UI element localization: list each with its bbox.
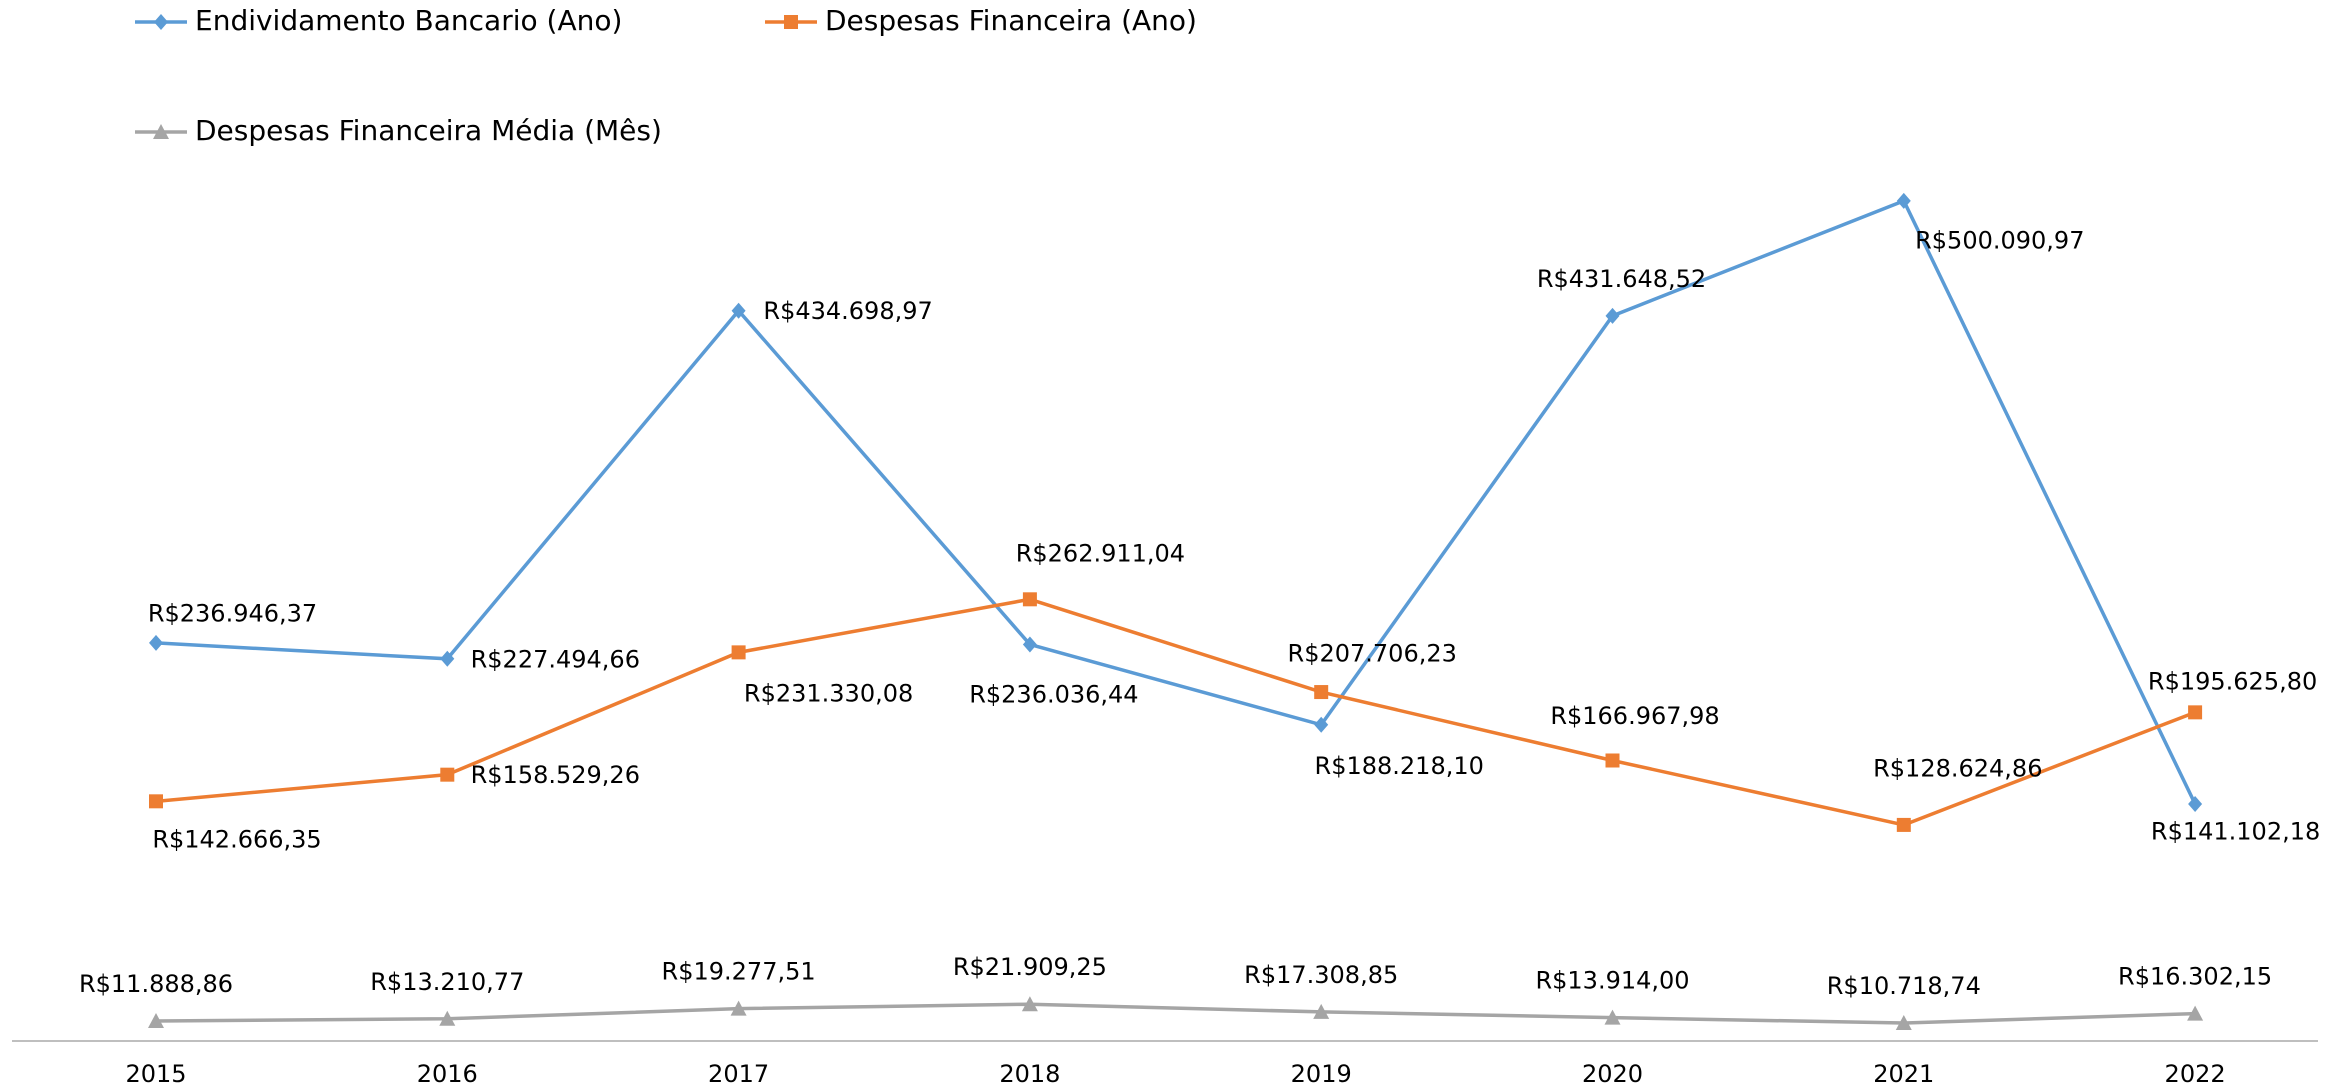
data-label: R$195.625,80 [2148,667,2317,695]
marker [2188,795,2203,812]
marker [149,634,163,651]
data-label: R$236.946,37 [148,599,317,627]
marker [1314,716,1329,733]
marker [730,1000,747,1016]
data-label: R$10.718,74 [1827,972,1981,1000]
data-label: R$262.911,04 [1016,539,1185,567]
series-line [155,1002,2196,1025]
marker [1604,1009,1621,1025]
marker [2187,1005,2204,1021]
x-tick-label: 2015 [125,1060,186,1083]
x-tick-label: 2019 [1291,1060,1352,1083]
data-label: R$142.666,35 [152,825,321,853]
marker [731,645,746,660]
marker [1896,817,1911,832]
data-label: R$188.218,10 [1315,752,1484,780]
marker [1022,636,1037,653]
legend-marker [784,15,798,29]
marker [148,1013,164,1029]
data-label: R$231.330,08 [744,679,913,707]
data-label: R$158.529,26 [471,761,640,789]
marker [439,1010,456,1026]
data-label: R$227.494,66 [471,645,640,673]
data-label: R$500.090,97 [1915,226,2084,254]
x-tick-label: 2016 [417,1060,478,1083]
x-tick-label: 2022 [2165,1060,2226,1083]
marker [1605,753,1620,768]
marker [440,767,455,782]
legend-marker [154,14,168,30]
legend-label: Despesas Financeira Média (Mês) [195,114,662,147]
data-label: R$128.624,86 [1873,754,2042,782]
x-tick-label: 2018 [999,1060,1060,1083]
marker [440,650,455,667]
marker [2188,705,2203,720]
data-label: R$236.036,44 [969,680,1138,708]
data-label: R$16.302,15 [2118,963,2272,991]
series-line [155,198,2197,805]
series-line [155,597,2196,827]
data-label: R$17.308,85 [1244,961,1398,989]
marker [149,794,163,809]
legend-label: Endividamento Bancario (Ano) [195,4,622,37]
data-label: R$431.648,52 [1537,265,1706,293]
data-label: R$13.914,00 [1535,967,1689,995]
data-label: R$141.102,18 [2151,817,2320,845]
x-tick-label: 2020 [1582,1060,1643,1083]
legend-marker [153,124,169,139]
marker [1314,685,1329,700]
data-label: R$13.210,77 [370,968,524,996]
data-label: R$434.698,97 [763,297,932,325]
data-label: R$21.909,25 [953,953,1107,981]
x-tick-label: 2021 [1873,1060,1934,1083]
marker [731,302,746,319]
marker [1022,592,1037,607]
marker [1896,192,1911,209]
x-tick-label: 2017 [708,1060,769,1083]
legend-label: Despesas Financeira (Ano) [825,4,1197,37]
data-label: R$166.967,98 [1550,702,1719,730]
marker [1313,1003,1330,1019]
data-label: R$19.277,51 [662,958,816,986]
marker [1895,1014,1912,1030]
data-label: R$207.706,23 [1288,640,1457,668]
data-label: R$11.888,86 [79,970,233,998]
marker [1605,307,1620,324]
marker [1021,996,1038,1012]
